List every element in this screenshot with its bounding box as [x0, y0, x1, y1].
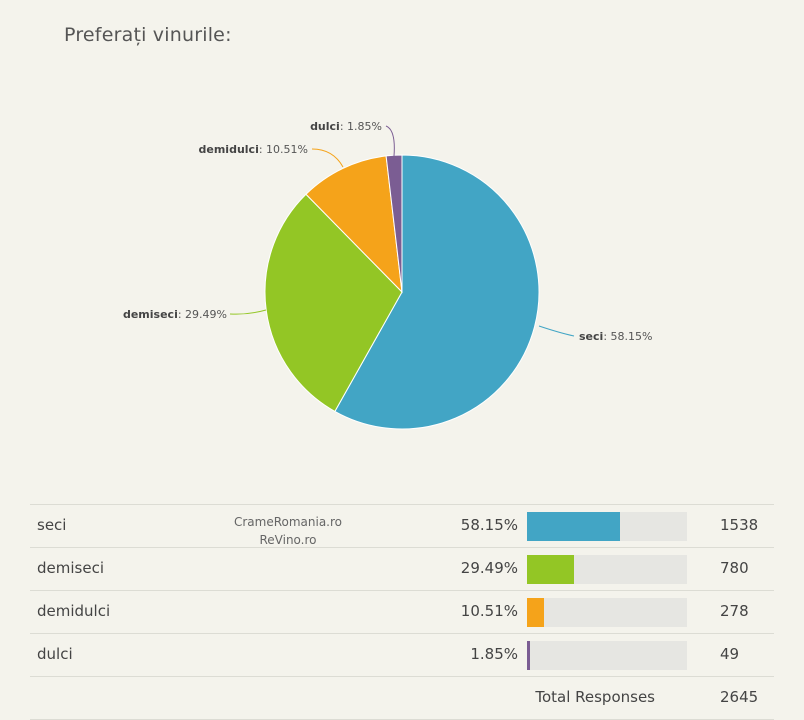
bar-fill [527, 598, 544, 627]
row-count: 780 [720, 559, 749, 577]
row-percent: 10.51% [460, 602, 518, 620]
bar-fill [527, 512, 621, 541]
total-label: Total Responses [535, 688, 655, 706]
bar-track [527, 641, 687, 670]
slice-label-demidulci: demidulci: 10.51% [199, 143, 309, 156]
bar-fill [527, 555, 575, 584]
row-count: 1538 [720, 516, 759, 534]
row-label: dulci [37, 645, 73, 663]
row-label: demidulci [37, 602, 111, 620]
table-row: dulci 1.85% 49 [30, 634, 774, 677]
pie-slice-demiseci [264, 193, 403, 413]
watermark-line: ReVino.ro [259, 533, 317, 547]
table-row: demidulci 10.51% 278 [30, 591, 774, 634]
bar-fill [527, 641, 530, 670]
slice-label-seci: seci: 58.15% [579, 330, 652, 343]
row-label: demiseci [37, 559, 104, 577]
page-title: Preferați vinurile: [64, 24, 232, 46]
slice-connector [311, 148, 344, 168]
slice-connector [538, 325, 575, 337]
table-row: seci CrameRomania.ro ReVino.ro 58.15% 15… [30, 505, 774, 548]
results-table: seci CrameRomania.ro ReVino.ro 58.15% 15… [30, 504, 774, 720]
pie-chart: seci: 58.15% demiseci: 29.49% demidulci: 1… [123, 120, 652, 430]
pie-slice-seci [334, 154, 540, 430]
pie-slice-demidulci [305, 155, 403, 294]
bar-track [527, 555, 687, 584]
row-count: 278 [720, 602, 749, 620]
table-row: demiseci 29.49% 780 [30, 548, 774, 591]
row-percent: 29.49% [460, 559, 518, 577]
row-count: 49 [720, 645, 740, 663]
row-percent: 1.85% [470, 645, 518, 663]
bar-track [527, 598, 687, 627]
total-value: 2645 [720, 688, 759, 706]
watermark-line: CrameRomania.ro [233, 515, 343, 529]
row-percent: 58.15% [460, 516, 518, 534]
watermark: CrameRomania.ro ReVino.ro [230, 513, 346, 549]
slice-connector [229, 309, 267, 315]
slice-label-demiseci: demiseci: 29.49% [123, 308, 227, 321]
bar-track [527, 512, 687, 541]
row-label: seci [37, 516, 67, 534]
slice-label-dulci: dulci: 1.85% [310, 120, 382, 133]
slice-connector [385, 125, 395, 157]
